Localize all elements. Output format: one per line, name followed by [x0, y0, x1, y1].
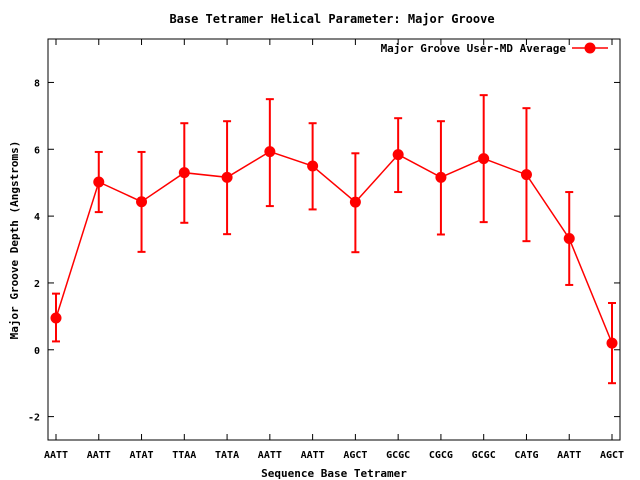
data-point	[349, 196, 361, 208]
y-tick-label: 2	[34, 279, 40, 290]
data-point	[307, 160, 319, 172]
x-tick-label: CGCG	[429, 450, 453, 461]
x-tick-label: AATT	[87, 450, 111, 461]
data-point	[563, 232, 575, 244]
x-axis-label: Sequence Base Tetramer	[261, 467, 407, 480]
x-tick-label: TTAA	[172, 450, 196, 461]
x-tick-label: AGCT	[343, 450, 367, 461]
series-line	[55, 150, 613, 344]
data-point	[178, 167, 190, 179]
plot-frame	[47, 38, 621, 441]
data-point	[435, 171, 447, 183]
legend-label: Major Groove User-MD Average	[381, 42, 567, 55]
legend-marker-swatch	[584, 42, 596, 54]
x-axis: AATT AATT ATAT TTAA TATA AATT AATT AGCT GCGC CGCG…	[44, 39, 624, 461]
y-tick-label: 6	[34, 145, 40, 156]
x-tick-label: TATA	[215, 450, 239, 461]
error-bars	[52, 94, 616, 385]
x-tick-label: CATG	[514, 450, 538, 461]
y-tick-label: 4	[34, 212, 40, 223]
x-tick-label: GCGC	[472, 450, 496, 461]
y-tick-label: 0	[34, 346, 40, 357]
x-tick-label: AATT	[301, 450, 325, 461]
x-tick-label: AATT	[557, 450, 581, 461]
x-tick-label: AATT	[44, 450, 68, 461]
data-point	[136, 196, 148, 208]
data-point	[520, 169, 532, 181]
x-tick-label: AGCT	[600, 450, 624, 461]
data-point	[392, 149, 404, 161]
data-point	[221, 171, 233, 183]
y-axis: -2 0 2 4 6 8	[28, 78, 620, 424]
data-point	[478, 153, 490, 165]
data-points	[50, 146, 618, 349]
data-point	[264, 146, 276, 158]
data-point	[606, 337, 618, 349]
y-axis-label: Major Groove Depth (Angstroms)	[8, 141, 21, 340]
y-tick-label: 8	[34, 78, 40, 89]
data-point	[93, 176, 105, 188]
chart-title: Base Tetramer Helical Parameter: Major G…	[169, 12, 494, 26]
data-point	[50, 312, 62, 324]
x-tick-label: ATAT	[129, 450, 153, 461]
x-tick-label: AATT	[258, 450, 282, 461]
x-tick-label: GCGC	[386, 450, 410, 461]
legend: Major Groove User-MD Average	[381, 42, 608, 55]
y-tick-label: -2	[28, 413, 40, 424]
